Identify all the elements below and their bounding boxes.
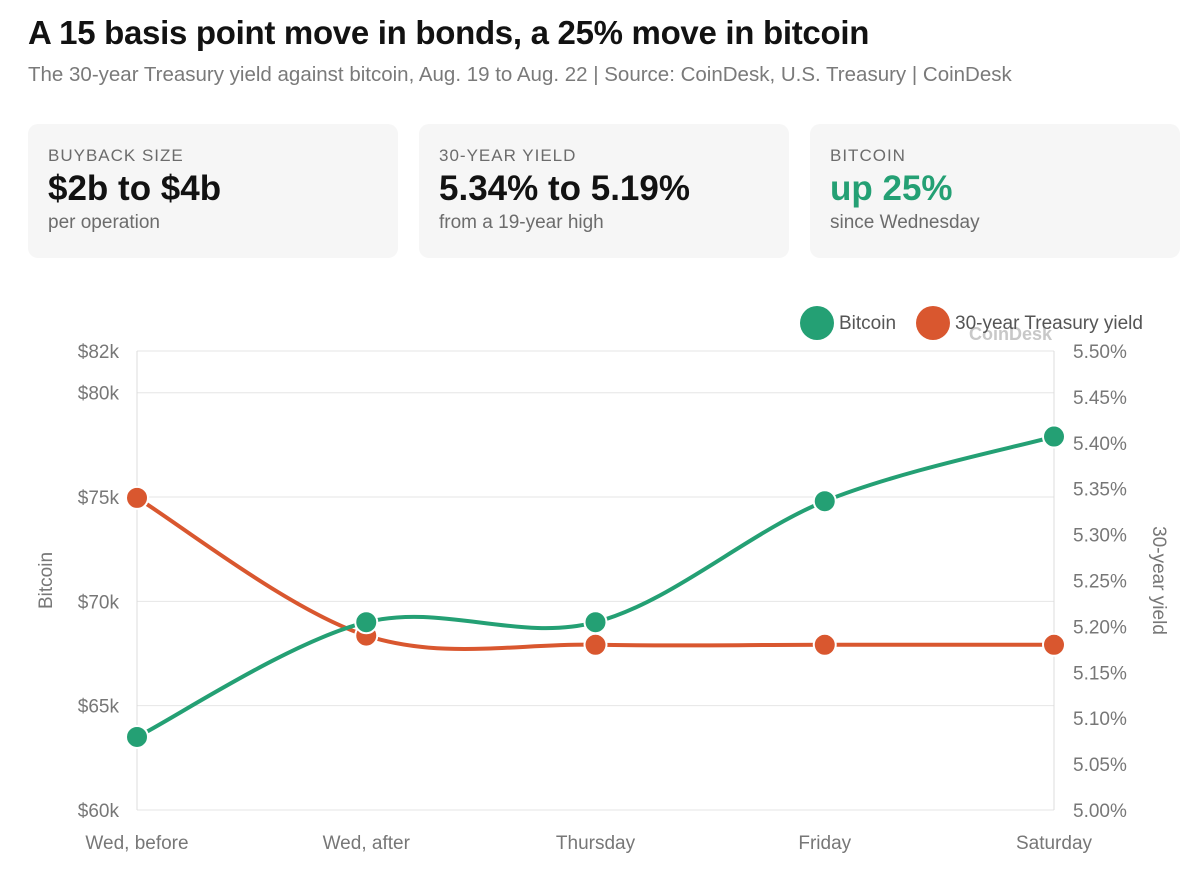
treasury-yield-point	[125, 485, 149, 510]
chart-subtitle: The 30-year Treasury yield against bitco…	[28, 63, 1012, 86]
left-tick-label: $70k	[78, 592, 120, 613]
card-note: per operation	[48, 212, 160, 233]
card-label: 30-YEAR YIELD	[439, 146, 577, 165]
treasury-yield-point	[583, 632, 608, 657]
right-tick-label: 5.15%	[1073, 663, 1127, 684]
right-tick-label: 5.10%	[1073, 709, 1127, 730]
legend-label-treasury: 30-year Treasury yield	[955, 313, 1143, 334]
card-note: since Wednesday	[830, 212, 980, 233]
watermark: CoinDesk	[969, 324, 1053, 344]
legend-label-bitcoin: Bitcoin	[839, 313, 896, 334]
bitcoin-point	[812, 489, 837, 514]
right-axis-title: 30-year yield	[1148, 526, 1169, 635]
line-chart: $60k $65k $70k $75k $80k $82k 5.00% 5.05% 5.10% 5…	[36, 306, 1169, 854]
bitcoin-point	[1042, 424, 1066, 449]
left-tick-label: $75k	[78, 488, 120, 509]
x-tick-label: Wed, before	[85, 833, 188, 854]
stat-card-yield: 30-YEAR YIELD 5.34% to 5.19% from a 19-y…	[419, 124, 789, 258]
card-value: $2b to $4b	[48, 169, 222, 208]
left-tick-label: $82k	[78, 342, 120, 363]
bitcoin-point	[583, 610, 608, 635]
treasury-yield-point	[1042, 632, 1066, 657]
right-tick-label: 5.50%	[1073, 342, 1127, 363]
card-note: from a 19-year high	[439, 212, 604, 233]
x-tick-label: Thursday	[556, 833, 636, 854]
bitcoin-line	[135, 434, 1056, 739]
x-tick-label: Saturday	[1016, 833, 1093, 854]
legend-marker-bitcoin	[800, 306, 834, 340]
stat-card-bitcoin: BITCOIN up 25% since Wednesday	[810, 124, 1180, 258]
left-tick-label: $80k	[78, 384, 120, 405]
x-tick-label: Friday	[798, 833, 851, 854]
left-axis-title: Bitcoin	[36, 552, 57, 609]
right-tick-label: 5.25%	[1073, 572, 1127, 593]
card-label: BUYBACK SIZE	[48, 146, 184, 165]
x-tick-label: Wed, after	[323, 833, 411, 854]
card-value: 5.34% to 5.19%	[439, 169, 690, 208]
card-label: BITCOIN	[830, 146, 906, 165]
right-tick-label: 5.05%	[1073, 755, 1127, 776]
card-value: up 25%	[830, 169, 953, 208]
right-tick-label: 5.45%	[1073, 388, 1127, 409]
left-tick-label: $65k	[78, 697, 120, 718]
left-tick-label: $60k	[78, 801, 120, 822]
legend-marker-treasury	[916, 306, 950, 340]
stat-card-buyback: BUYBACK SIZE $2b to $4b per operation	[28, 124, 398, 258]
bitcoin-point	[125, 724, 149, 749]
chart-title: A 15 basis point move in bonds, a 25% mo…	[28, 14, 870, 51]
right-tick-label: 5.00%	[1073, 801, 1127, 822]
right-tick-label: 5.40%	[1073, 434, 1127, 455]
right-tick-label: 5.30%	[1073, 526, 1127, 547]
stat-cards: BUYBACK SIZE $2b to $4b per operation 30…	[28, 124, 1180, 258]
right-tick-label: 5.20%	[1073, 617, 1127, 638]
right-tick-label: 5.35%	[1073, 480, 1127, 501]
treasury-yield-point	[812, 632, 837, 657]
bitcoin-point	[354, 610, 379, 635]
